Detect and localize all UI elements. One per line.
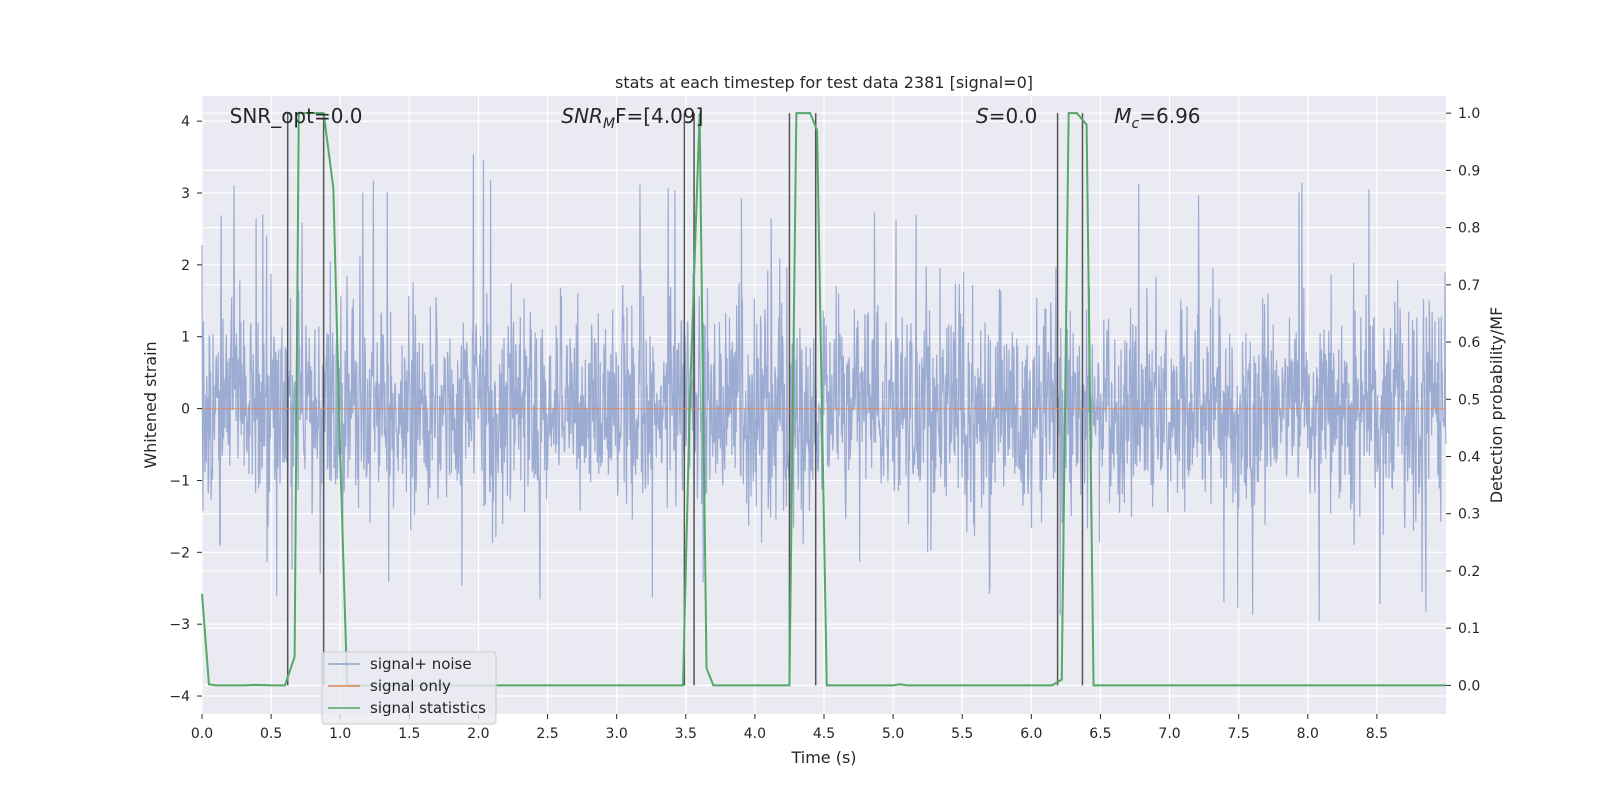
x-tick-label: 5.0 (882, 726, 904, 742)
y-tick-label-right: 0.4 (1458, 450, 1480, 466)
x-ticks: 0.0 0.5 1.0 1.5 2.0 2.5 3.0 3.5 4.0 4.5 5.0 5.5 6.0 6… (191, 714, 1388, 742)
y-tick-label: −1 (169, 473, 190, 489)
x-tick-label: 3.5 (675, 726, 697, 742)
noise-series (201, 154, 1447, 621)
y-tick-label-right: 0.0 (1458, 678, 1480, 694)
annotation-1: SNRMF=[4.09] (561, 104, 703, 132)
signal-statistics-series (201, 112, 1446, 687)
y-axis-label-left: Whitened strain (141, 341, 160, 468)
y-tick-label-right: 0.6 (1458, 335, 1480, 351)
y-tick-label: 3 (181, 186, 190, 202)
y-tick-label: 2 (181, 258, 190, 274)
y-tick-label-right: 0.1 (1458, 621, 1480, 637)
annotation-3: Mc=6.96 (1114, 104, 1200, 132)
x-tick-label: 1.0 (329, 726, 351, 742)
annotation-sub: M (603, 116, 615, 132)
legend-label-noise: signal+ noise (370, 655, 472, 673)
legend-label-statistics: signal statistics (370, 699, 486, 717)
x-tick-label: 8.5 (1366, 726, 1388, 742)
x-tick-label: 6.0 (1020, 726, 1042, 742)
y-tick-label-right: 0.3 (1458, 507, 1480, 523)
y-tick-label-right: 0.8 (1458, 221, 1480, 237)
x-tick-label: 8.0 (1297, 726, 1319, 742)
annotation-2: S=0.0 (976, 104, 1037, 128)
y-tick-label: −4 (169, 689, 190, 705)
x-axis-label: Time (s) (790, 748, 856, 767)
y-tick-label-right: 0.9 (1458, 163, 1480, 179)
legend-box (321, 651, 497, 725)
annotation-main: S (976, 104, 989, 128)
y-tick-label-right: 0.5 (1458, 392, 1480, 408)
signal-statistics-line (201, 112, 1446, 687)
y-ticks-right: 0.0 0.1 0.2 0.3 0.4 0.5 0.6 0.7 0.8 0.9 1.0 (1446, 106, 1480, 694)
y-tick-label: 4 (181, 114, 190, 130)
noise-line (201, 154, 1447, 621)
x-tick-label: 0.0 (191, 726, 213, 742)
y-tick-label: 1 (181, 330, 190, 346)
chart-title: stats at each timestep for test data 238… (615, 73, 1033, 92)
y-tick-label: 0 (181, 402, 190, 418)
x-tick-label: 1.5 (398, 726, 420, 742)
y-tick-label: −3 (169, 617, 190, 633)
y-tick-label-right: 1.0 (1458, 106, 1480, 122)
y-axis-label-right: Detection probability/MF (1487, 307, 1506, 504)
x-tick-label: 4.5 (813, 726, 835, 742)
x-tick-label: 7.0 (1158, 726, 1180, 742)
annotations: SNR_opt=0.0 SNRMF=[4.09] S=0.0 Mc=6.96 (230, 104, 1201, 132)
y-tick-label: −2 (169, 545, 190, 561)
x-tick-label: 0.5 (260, 726, 282, 742)
annotation-main: M (1114, 104, 1131, 128)
annotation-0: SNR_opt=0.0 (230, 104, 363, 128)
legend: signal+ noise signal only signal statist… (321, 651, 497, 725)
x-tick-label: 5.5 (951, 726, 973, 742)
x-tick-label: 3.0 (606, 726, 628, 742)
y-tick-label-right: 0.7 (1458, 278, 1480, 294)
annotation-main: SNR (561, 104, 603, 128)
annotation-sub: c (1132, 116, 1140, 132)
x-tick-label: 2.5 (536, 726, 558, 742)
annotation-rest: =6.96 (1139, 104, 1200, 128)
annotation-rest: =0.0 (989, 104, 1038, 128)
x-tick-label: 2.0 (467, 726, 489, 742)
y-ticks-left: −4 −3 −2 −1 0 1 2 3 4 (169, 114, 202, 705)
legend-label-signal-only: signal only (370, 677, 451, 695)
annotation-rest: F=[4.09] (615, 104, 703, 128)
x-tick-label: 6.5 (1089, 726, 1111, 742)
x-tick-label: 4.0 (744, 726, 766, 742)
x-tick-label: 7.5 (1228, 726, 1250, 742)
y-tick-label-right: 0.2 (1458, 564, 1480, 580)
